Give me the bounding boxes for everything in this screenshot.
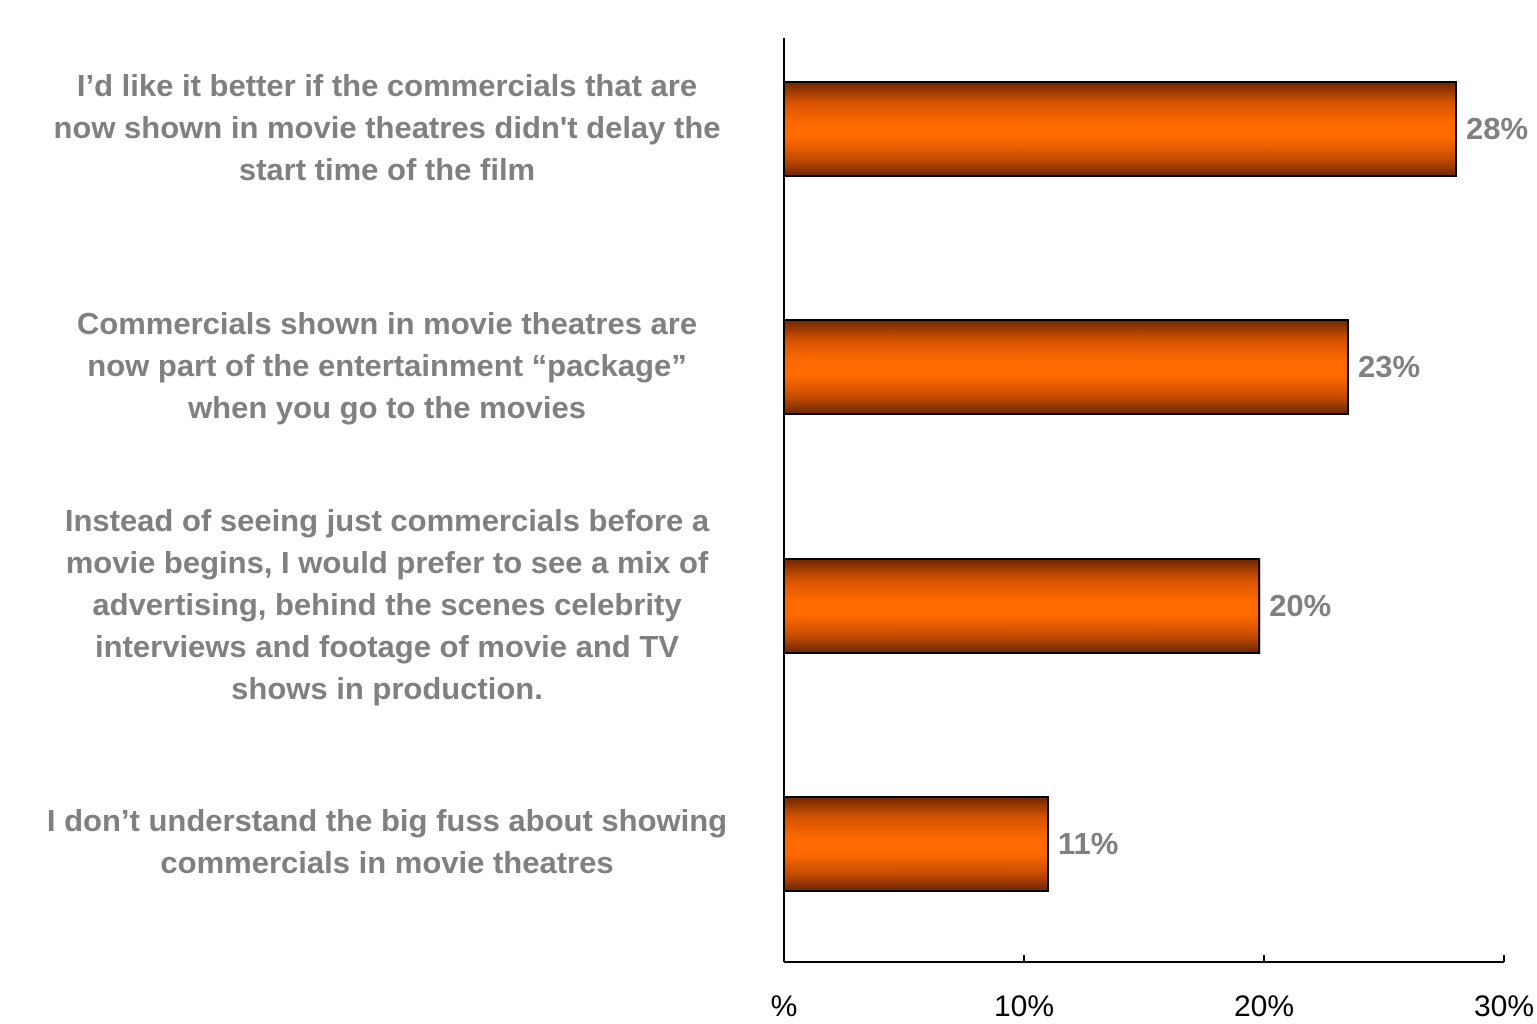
bar-4: [783, 796, 1049, 892]
value-label-4: 11%: [1058, 826, 1119, 861]
x-tick-label-2: 10%: [993, 990, 1055, 1023]
value-label-1: 28%: [1466, 111, 1529, 146]
bar-1: [783, 81, 1457, 177]
category-label-1: I’d like it better if the commercials th…: [53, 68, 721, 187]
category-label-3: Instead of seeing just commercials befor…: [64, 503, 710, 706]
x-tick-label-4: 30%: [1473, 990, 1535, 1023]
bar-2: [783, 319, 1349, 415]
x-tick-label-1: %: [770, 990, 798, 1023]
x-tick-label-3: 20%: [1233, 990, 1295, 1023]
value-label-3: 20%: [1269, 588, 1332, 623]
value-label-2: 23%: [1358, 349, 1421, 384]
bar-3: [783, 558, 1261, 654]
category-label-2: Commercials shown in movie theatres are …: [76, 306, 698, 425]
category-label-4: I don’t understand the big fuss about sh…: [46, 803, 728, 880]
